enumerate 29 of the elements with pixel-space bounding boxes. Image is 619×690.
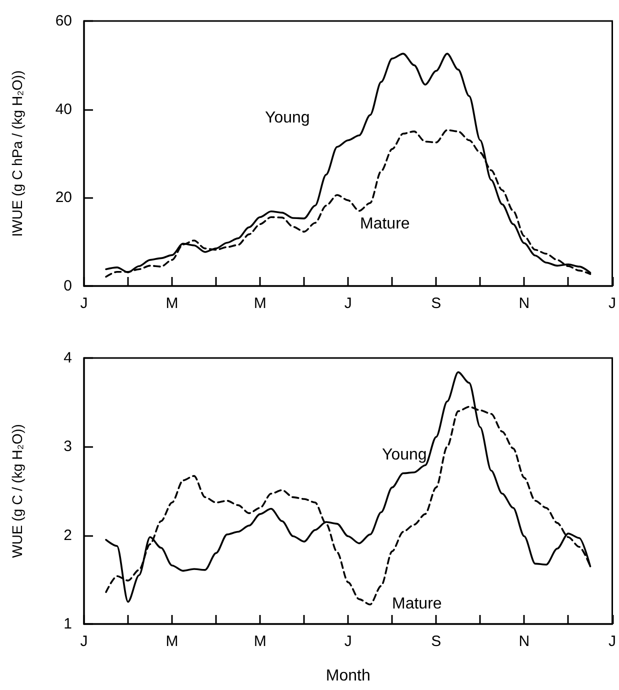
y-tick-label: 40 [55, 100, 72, 118]
x-tick-label: S [431, 633, 442, 650]
y-tick-label: 0 [64, 278, 72, 294]
y-tick-label: 4 [64, 350, 72, 366]
y-tick-label: 3 [64, 438, 72, 456]
y-tick-label: 2 [64, 526, 72, 544]
y-tick-label: 1 [64, 616, 72, 632]
x-tick-label: N [518, 633, 530, 650]
x-tick-label: M [166, 633, 178, 650]
x-tick-label: J [80, 633, 88, 650]
y-axis-title: WUE (g C / (kg H₂O)) [9, 424, 25, 558]
x-tick-label: M [254, 633, 266, 650]
x-tick-label: N [518, 295, 530, 312]
x-tick-label: J [608, 295, 616, 312]
text: Young [265, 110, 310, 126]
y-tick-label: 60 [55, 12, 72, 30]
x-tick-label: J [608, 633, 616, 650]
y-axis-title: IWUE (g C hPa / (kg H₂O)) [9, 70, 25, 237]
x-tick-label: J [344, 295, 352, 312]
x-tick-label: J [80, 295, 88, 312]
x-tick-label: S [431, 295, 442, 312]
series-label: Mature [392, 596, 442, 612]
series-label: Mature [360, 216, 410, 232]
y-tick-label: 20 [55, 189, 72, 206]
x-tick-label: J [344, 633, 352, 650]
x-tick-label: M [254, 295, 266, 312]
x-tick-label: M [166, 295, 178, 312]
series-label: Young [382, 446, 427, 464]
x-axis-title: Month [326, 668, 370, 684]
